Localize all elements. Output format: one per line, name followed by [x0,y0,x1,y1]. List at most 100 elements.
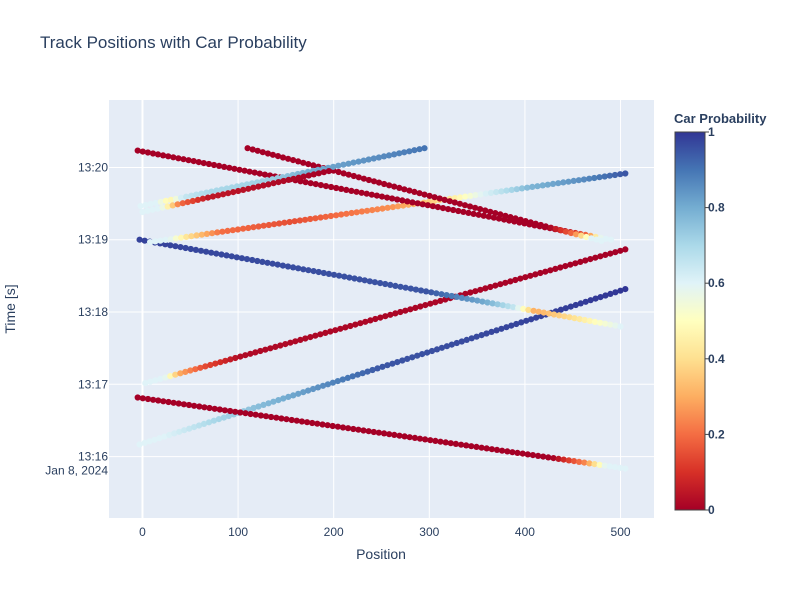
track-point [482,207,489,214]
track-point [234,226,241,233]
track-point [577,258,584,265]
track-point [166,431,173,439]
track-point [416,435,424,442]
track-point [581,459,588,466]
track-point [513,186,520,193]
track-point [335,162,342,169]
track-point [528,316,535,323]
track-point [175,400,182,407]
track-point [432,437,439,444]
colorbar-tick-label: 0.6 [708,276,725,290]
track-point [572,260,579,267]
track-point [260,401,267,408]
track-point [312,332,319,339]
track-point [378,193,386,200]
track-point [177,244,184,251]
track-point [580,176,588,183]
track-point [216,162,223,169]
track-point [233,254,240,261]
track-point [596,461,603,468]
track-point [363,190,370,197]
track-point [165,153,172,160]
track-point [482,190,489,197]
track-point [295,390,302,397]
track-point [340,170,347,177]
track-point [188,233,195,240]
track-point [474,297,481,304]
track-point [583,233,590,241]
track-point [407,306,414,313]
track-point [198,231,205,238]
track-point [249,256,256,264]
track-point [396,150,403,157]
track-point [530,307,537,314]
track-point [212,360,219,367]
track-point [463,336,470,343]
track-point [397,308,404,316]
track-point [310,162,317,169]
track-point [467,192,474,199]
track-point [365,428,372,435]
track-point [428,347,436,355]
track-point [221,163,228,170]
track-point [219,228,226,235]
track-point [336,272,343,279]
track-point [364,207,371,214]
track-point [182,368,189,375]
colorbar-tick-label: 1 [708,125,715,139]
track-point [320,169,327,176]
track-point [362,318,369,325]
track-point [572,301,579,309]
track-point [165,398,172,406]
track-point [552,265,559,272]
track-point [485,213,492,220]
track-point [203,189,210,196]
track-point [292,338,299,345]
track-point [562,228,570,235]
track-point [307,334,314,341]
track-point [565,457,573,464]
track-point [456,194,464,201]
track-point [329,422,336,430]
track-point [508,322,515,329]
track-point [232,408,239,415]
track-point [154,205,161,212]
track-point [504,303,512,310]
track-point [487,189,495,196]
track-point [436,195,443,202]
track-point [586,175,593,182]
track-point [276,220,283,227]
track-point [445,206,452,213]
track-point [475,211,482,218]
track-point [314,384,322,391]
track-point [482,285,489,292]
track-point [520,305,527,312]
track-point [297,336,304,343]
track-point [557,227,565,234]
track-point [217,359,224,366]
track-point [286,218,293,226]
track-point [262,413,270,420]
y-tick-label: 13:20 [78,160,108,174]
track-point [247,410,254,418]
track-point [167,373,174,380]
track-point [260,222,267,229]
track-point [178,234,185,241]
track-point [170,154,177,161]
track-point [391,183,398,190]
track-point [402,307,409,314]
track-point [537,269,544,277]
track-point [285,393,292,400]
track-point [467,289,474,296]
track-point [601,462,608,469]
track-point [317,331,324,338]
x-axis-title: Position [356,546,406,562]
track-point [345,171,352,178]
track-point [499,302,506,309]
track-point [307,180,314,187]
track-point [245,224,252,232]
track-point [179,200,186,207]
track-point [547,267,554,274]
track-point [155,397,162,404]
